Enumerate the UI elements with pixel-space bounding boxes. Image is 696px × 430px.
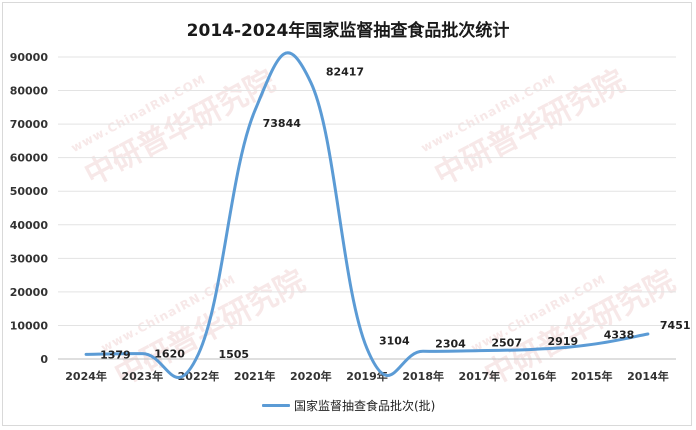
data-label: 7451 xyxy=(660,319,691,332)
series-line xyxy=(84,51,650,379)
data-label: 73844 xyxy=(263,117,302,130)
y-tick-label: 30000 xyxy=(10,252,49,265)
y-tick-label: 90000 xyxy=(10,51,49,64)
y-tick-label: 20000 xyxy=(10,286,49,299)
x-tick-label: 2016年 xyxy=(515,369,557,383)
y-tick-label: 10000 xyxy=(10,319,49,332)
x-tick-label: 2015年 xyxy=(571,369,613,383)
data-label: 2304 xyxy=(435,337,466,350)
y-tick-label: 60000 xyxy=(10,152,49,165)
data-label: 2507 xyxy=(491,337,522,350)
x-tick-label: 2024年 xyxy=(65,369,107,383)
data-label: 3104 xyxy=(379,335,410,348)
x-tick-label: 2021年 xyxy=(234,369,276,383)
data-label: 1620 xyxy=(154,348,185,361)
data-label: 82417 xyxy=(326,65,364,78)
legend: 国家监督抽查食品批次(批) xyxy=(262,397,435,413)
legend-swatch xyxy=(262,403,290,407)
x-tick-label: 2019年 xyxy=(346,369,388,383)
data-label: 1379 xyxy=(100,348,131,361)
data-label: 2919 xyxy=(548,335,579,348)
x-tick-label: 2014年 xyxy=(627,369,669,383)
y-tick-label: 40000 xyxy=(10,219,49,232)
legend-label: 国家监督抽查食品批次(批) xyxy=(294,398,436,413)
y-tick-label: 80000 xyxy=(10,85,49,98)
y-tick-label: 0 xyxy=(40,353,48,366)
data-label: 4338 xyxy=(604,328,635,341)
chart-title: 2014-2024年国家监督抽查食品批次统计 xyxy=(186,21,510,41)
y-tick-label: 50000 xyxy=(10,185,49,198)
x-tick-label: 2023年 xyxy=(121,369,163,383)
chart-frame xyxy=(2,2,692,426)
data-label: 1505 xyxy=(218,348,249,361)
x-tick-label: 2018年 xyxy=(402,369,444,383)
x-tick-label: 2017年 xyxy=(459,369,501,383)
y-tick-label: 70000 xyxy=(10,118,49,131)
x-tick-label: 2020年 xyxy=(290,369,332,383)
